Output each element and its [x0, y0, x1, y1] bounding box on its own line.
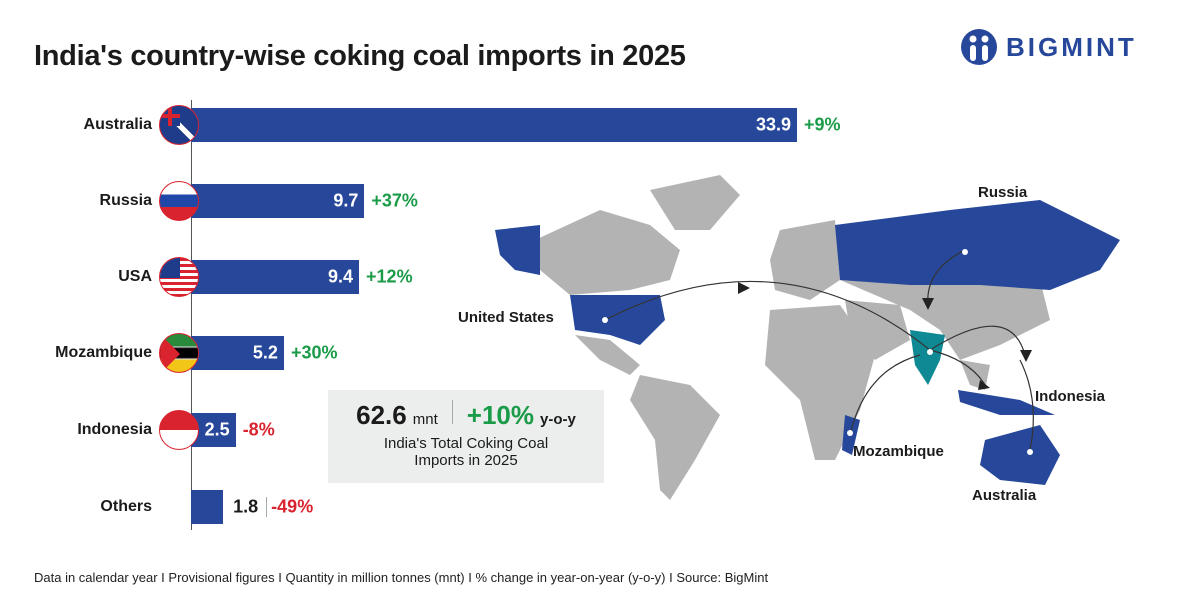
category-label: Australia	[83, 116, 152, 133]
map-india	[910, 330, 945, 385]
total-value: 62.6	[356, 400, 407, 430]
map-greenland	[650, 175, 740, 230]
chart-title: India's country-wise coking coal imports…	[34, 40, 686, 72]
yoy-change-label: +9%	[804, 114, 841, 135]
value-label: 1.8	[233, 496, 259, 517]
yoy-change-label: +30%	[290, 342, 338, 363]
logo-icon	[961, 29, 997, 65]
map-label-united-states: United States	[458, 309, 554, 326]
value-label: 2.5	[204, 419, 230, 440]
yoy-change-label: -8%	[242, 419, 275, 440]
bar	[191, 336, 284, 370]
flag-icon	[159, 257, 199, 297]
total-unit: mnt	[412, 411, 438, 428]
map-south-america	[630, 375, 720, 500]
category-label: Russia	[99, 192, 152, 209]
map-russia	[835, 200, 1120, 290]
map-label-australia: Australia	[972, 487, 1037, 504]
footer-note: Data in calendar year I Provisional figu…	[34, 570, 769, 585]
world-map	[495, 175, 1120, 500]
bar	[191, 490, 224, 524]
map-usa	[570, 295, 665, 345]
yoy-change-label: +12%	[366, 266, 413, 287]
map-label-mozambique: Mozambique	[853, 443, 944, 460]
category-label: Others	[100, 498, 152, 515]
total-change: +10%	[466, 400, 534, 430]
category-label: Indonesia	[77, 421, 152, 438]
category-label: USA	[118, 268, 152, 285]
category-label: Mozambique	[55, 344, 152, 361]
map-australia	[980, 425, 1060, 485]
total-caption-1: India's Total Coking Coal	[383, 435, 549, 452]
value-separator	[266, 497, 268, 517]
value-label: 5.2	[252, 342, 278, 363]
value-label: 9.4	[328, 266, 354, 287]
divider	[451, 400, 453, 424]
flag-icon	[159, 410, 199, 450]
total-summary-box: 62.6 mnt +10% y-o-y India's Total Coking…	[328, 390, 604, 483]
map-middle-east	[845, 300, 910, 360]
total-caption-2: Imports in 2025	[414, 452, 518, 469]
flag-icon	[159, 105, 199, 145]
map-label-indonesia: Indonesia	[1035, 388, 1106, 405]
flag-icon	[159, 333, 199, 373]
total-change-suffix: y-o-y	[540, 411, 576, 428]
bar	[191, 108, 797, 142]
map-indonesia	[958, 390, 1055, 415]
value-label: 33.9	[755, 114, 791, 135]
map-alaska	[495, 225, 540, 275]
y-axis-line	[191, 100, 192, 530]
logo-text: BIGMINT	[1006, 31, 1137, 62]
flag-icon	[159, 181, 199, 221]
bar	[191, 184, 365, 218]
map-mexico-central-america	[575, 335, 640, 375]
map-canada	[535, 210, 680, 295]
map-europe	[770, 220, 840, 300]
yoy-change-label: +37%	[371, 190, 418, 211]
bigmint-logo: BIGMINT	[960, 28, 1137, 66]
yoy-change-label: -49%	[271, 496, 314, 517]
map-asia	[840, 280, 1050, 360]
value-label: 9.7	[333, 190, 359, 211]
map-label-russia: Russia	[978, 184, 1028, 201]
bar	[191, 260, 360, 294]
